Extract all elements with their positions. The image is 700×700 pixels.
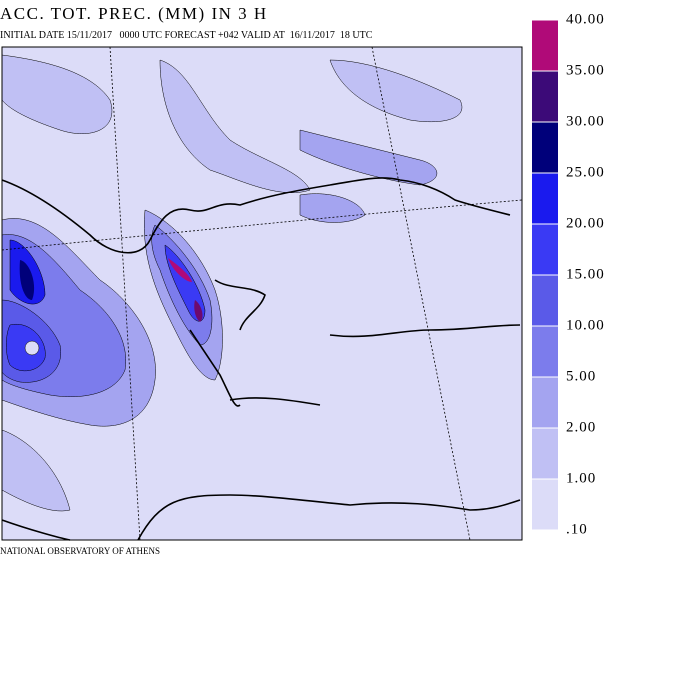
colorbar-label: 5.00	[566, 368, 596, 384]
coastlines	[1, 177, 521, 541]
colorbar-label: 30.00	[566, 113, 605, 129]
colorbar-band	[532, 122, 558, 173]
map-footer: NATIONAL OBSERVATORY OF ATHENS	[0, 546, 160, 556]
colorbar-label: 15.00	[566, 266, 605, 282]
colorbar-label: 1.00	[566, 470, 596, 486]
colorbar-band	[532, 377, 558, 428]
colorbar-label: 35.00	[566, 62, 605, 78]
colorbar-band	[532, 326, 558, 377]
colorbar-label: 20.00	[566, 215, 605, 231]
colorbar-label: 10.00	[566, 317, 605, 333]
map-title: ACC. TOT. PREC. (MM) IN 3 H	[0, 4, 268, 23]
colorbar-band	[532, 20, 558, 71]
map-frame	[1, 46, 523, 541]
colorbar: .10 1.00 2.00 5.00 10.00 15.00 20.00 25.00 30.00…	[532, 11, 605, 537]
colorbar-band	[532, 428, 558, 479]
colorbar-label: 2.00	[566, 419, 596, 435]
colorbar-label: 25.00	[566, 164, 605, 180]
colorbar-band	[532, 275, 558, 326]
colorbar-band	[532, 71, 558, 122]
graticule	[1, 46, 523, 541]
colorbar-band	[532, 173, 558, 224]
precip-fields	[1, 54, 463, 512]
colorbar-band	[532, 479, 558, 530]
colorbar-band	[532, 224, 558, 275]
map-area	[1, 46, 523, 541]
map-subtitle: INITIAL DATE 15/11/2017 0000 UTC FORECAS…	[0, 30, 373, 41]
colorbar-label: .10	[566, 521, 588, 537]
colorbar-label: 40.00	[566, 11, 605, 27]
